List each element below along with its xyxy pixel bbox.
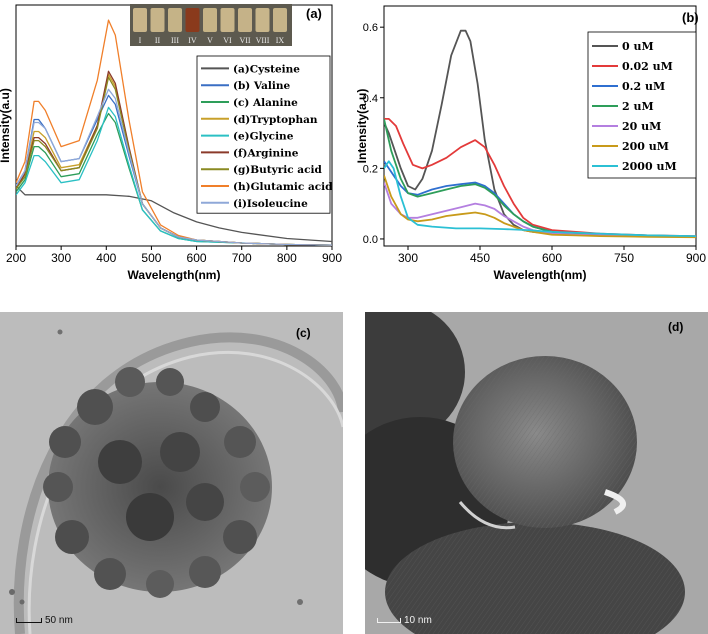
y-axis-label: Intensity(a.u)	[0, 88, 12, 163]
legend-label: (d)Tryptophan	[233, 114, 318, 126]
legend-label: (b) Valine	[233, 80, 291, 92]
x-tick-label: 800	[277, 251, 297, 265]
vial-label: V	[207, 36, 213, 45]
chart-b: 300 450 600 750 900 0.0 0.2 0.4 0.6 Wavelength(nm…	[355, 5, 706, 282]
x-tick-label: 200	[6, 251, 26, 265]
tem-image-d-graphic	[365, 312, 708, 634]
scale-bar-line-c	[16, 617, 42, 623]
vial-label: VIII	[256, 36, 270, 45]
panel-label-c: (c)	[296, 326, 311, 340]
series-line-2000-um	[384, 160, 696, 237]
vial-label: VI	[223, 36, 232, 45]
y-tick-label: 0.0	[363, 234, 378, 246]
scale-bar-d: 10 nm	[377, 615, 432, 626]
vial-label: III	[171, 36, 179, 45]
vial-label: VII	[239, 36, 250, 45]
series-line--i-isoleucine	[16, 88, 332, 246]
legend-label: 0 uM	[622, 40, 654, 53]
scale-bar-text-c: 50 nm	[45, 615, 73, 626]
scale-bar-line-d	[377, 617, 401, 623]
chart-a: 200 300 400 500 600 700 800 900 Wavelength(nm) In…	[0, 4, 342, 282]
panel-label: (b)	[682, 10, 699, 25]
x-tick-label: 400	[96, 251, 116, 265]
y-tick-label: 0.2	[363, 163, 378, 175]
x-tick-label: 500	[141, 251, 161, 265]
y-axis-label: Intensity(a.u)	[355, 89, 369, 164]
vial-label: II	[155, 36, 161, 45]
y-tick-label: 0.4	[363, 93, 378, 105]
vial	[220, 8, 235, 32]
tem-image-c: (c) 50 nm	[0, 312, 343, 634]
panel-label: (a)	[306, 6, 322, 21]
tem-image-d: (d) 10 nm	[365, 312, 708, 634]
x-tick-label: 600	[187, 251, 207, 265]
vial	[185, 8, 200, 32]
legend-label: 200 uM	[622, 140, 669, 153]
x-tick-label: 300	[398, 251, 418, 265]
legend-label: (g)Butyric acid	[233, 164, 322, 176]
vial-label: IV	[188, 36, 197, 45]
legend-label: 2 uM	[622, 100, 654, 113]
legend-label: 0.02 uM	[622, 60, 673, 73]
legend-label: (a)Cysteine	[233, 63, 300, 75]
vial	[150, 8, 165, 32]
vial	[133, 8, 147, 32]
x-tick-label: 450	[470, 251, 490, 265]
vial-label: I	[139, 36, 142, 45]
legend-label: 2000 uM	[622, 160, 677, 173]
vial	[203, 8, 217, 32]
series-line--e-glycine	[16, 106, 332, 246]
panel-label-d: (d)	[668, 320, 684, 334]
y-tick-label: 0.6	[363, 22, 378, 34]
x-axis-label: Wavelength(nm)	[128, 268, 221, 282]
inset-vials: I II III IV V VI VII VIII IX	[130, 4, 292, 46]
x-tick-label: 300	[51, 251, 71, 265]
series-line-0-02-um	[384, 118, 696, 237]
scale-bar-c: 50 nm	[16, 615, 73, 626]
vial	[168, 8, 182, 32]
x-tick-label: 900	[686, 251, 706, 265]
legend-label: (e)Glycine	[233, 131, 294, 143]
vial	[238, 8, 252, 32]
vial	[255, 8, 270, 32]
legend-label: (f)Arginine	[233, 147, 299, 159]
legend-label: (c) Alanine	[233, 97, 298, 109]
x-axis-label: Wavelength(nm)	[494, 268, 587, 282]
vial-label: IX	[276, 36, 285, 45]
legend-label: 20 uM	[622, 120, 661, 133]
x-tick-label: 600	[542, 251, 562, 265]
legend-label: (h)Glutamic acid	[233, 181, 333, 193]
scale-bar-text-d: 10 nm	[404, 615, 432, 626]
tem-image-c-graphic	[0, 312, 343, 634]
vial	[273, 8, 287, 32]
series-line--a-cysteine	[16, 185, 332, 243]
x-tick-label: 900	[322, 251, 342, 265]
legend-label: 0.2 uM	[622, 80, 665, 93]
x-tick-label: 700	[232, 251, 252, 265]
legend-label: (i)Isoleucine	[233, 198, 308, 210]
x-tick-label: 750	[614, 251, 634, 265]
